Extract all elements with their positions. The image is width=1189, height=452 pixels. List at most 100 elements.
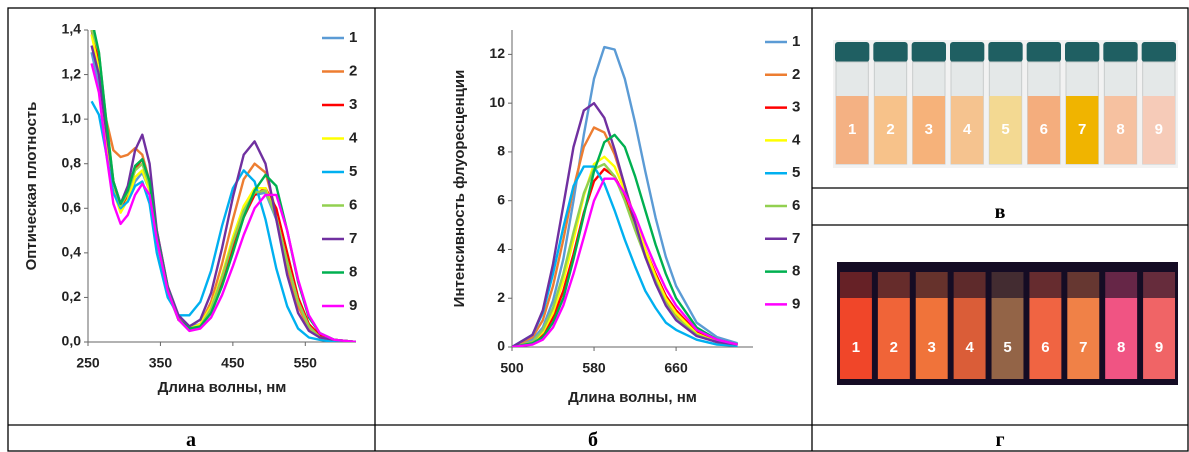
series-line — [512, 126, 738, 347]
series-line — [512, 133, 738, 347]
legend-label: 7 — [349, 230, 357, 247]
vial-number: 5 — [1001, 121, 1009, 138]
y-tick-label: 10 — [489, 94, 505, 110]
y-tick-label: 0,6 — [62, 199, 82, 215]
vial-liquid — [1143, 298, 1175, 379]
vial-number: 1 — [852, 339, 860, 356]
photo: 1 2 3 4 5 6 7 8 9 — [837, 262, 1178, 385]
panel-label: а — [186, 429, 196, 451]
panel-label: г — [995, 429, 1004, 451]
legend-label: 5 — [349, 163, 357, 180]
legend-label: 2 — [349, 62, 357, 79]
vial-number: 9 — [1155, 121, 1163, 138]
x-tick-label: 660 — [664, 360, 688, 376]
vial-liquid — [1104, 96, 1137, 164]
y-tick-label: 8 — [497, 143, 505, 159]
series-line — [512, 177, 738, 347]
vial-liquid — [836, 96, 869, 164]
legend-label: 7 — [792, 230, 800, 247]
y-tick-label: 1,2 — [62, 65, 82, 81]
legend-label: 3 — [792, 99, 800, 116]
plot-lines — [512, 45, 738, 347]
series-line — [512, 102, 738, 347]
vial-liquid — [1029, 298, 1062, 379]
vial-cap — [911, 42, 946, 62]
vial-liquid — [912, 96, 945, 164]
vial-number: 1 — [848, 121, 856, 138]
plot-lines — [90, 30, 356, 342]
legend-label: 6 — [792, 197, 800, 214]
x-axis-title: Длина волны, нм — [158, 379, 287, 396]
x-tick-label: 550 — [294, 355, 318, 371]
y-axis-title: Оптическая плотность — [23, 102, 40, 271]
chart: 0,0 0,2 0,4 0,6 0,8 1,0 1,2 1,4 250 350 450 550 Длин… — [23, 21, 358, 396]
legend-label: 8 — [792, 263, 800, 280]
chart: 0 2 4 6 8 10 12 500 580 660 Длина волны, нм Интенси… — [451, 30, 801, 406]
legend-label: 6 — [349, 196, 357, 213]
legend-label: 4 — [349, 129, 358, 146]
vial-liquid — [877, 298, 910, 379]
vial-cap — [1026, 42, 1061, 62]
vial-cap — [1065, 42, 1100, 62]
vial-cap — [835, 42, 870, 62]
vial-cap — [988, 42, 1023, 62]
vial-number: 7 — [1078, 121, 1086, 138]
legend-label: 1 — [349, 29, 357, 46]
vial-liquid — [874, 96, 907, 164]
y-tick-label: 1,4 — [62, 21, 82, 37]
vial-number: 4 — [965, 339, 974, 356]
vial-number: 2 — [890, 339, 898, 356]
panel-label: в — [995, 201, 1006, 223]
y-tick-label: 2 — [497, 289, 505, 305]
vial-liquid — [951, 96, 984, 164]
y-tick-label: 4 — [497, 240, 505, 256]
series-line — [512, 165, 738, 347]
y-tick-label: 6 — [497, 191, 505, 207]
vial-cap — [950, 42, 985, 62]
vial-liquid — [953, 298, 986, 379]
vial-number: 6 — [1040, 121, 1048, 138]
vial-number: 2 — [886, 121, 894, 138]
x-tick-label: 580 — [582, 360, 606, 376]
series-line — [90, 52, 356, 342]
panel-label: б — [588, 429, 598, 451]
legend-label: 9 — [792, 295, 800, 312]
y-tick-label: 0 — [497, 338, 505, 354]
vial-liquid — [1105, 298, 1138, 379]
photo: 1 2 3 4 5 6 7 8 9 — [833, 40, 1178, 168]
legend-label: 4 — [792, 131, 801, 148]
legend-label: 3 — [349, 96, 357, 113]
y-tick-label: 0,2 — [62, 288, 82, 304]
y-tick-label: 1,0 — [62, 110, 82, 126]
x-tick-label: 250 — [76, 355, 100, 371]
vial-number: 9 — [1155, 339, 1163, 356]
vial-number: 3 — [928, 339, 936, 356]
table-frame — [7, 7, 1189, 452]
vial-cap — [1103, 42, 1138, 62]
x-axis-title: Длина волны, нм — [568, 389, 697, 406]
vial-number: 7 — [1079, 339, 1087, 356]
vial-number: 8 — [1117, 339, 1125, 356]
legend-label: 1 — [792, 33, 800, 50]
legend-label: 5 — [792, 164, 800, 181]
y-axis-title: Интенсивность флуоресценции — [451, 70, 468, 308]
series-line — [90, 63, 356, 342]
vial-liquid — [989, 96, 1022, 164]
x-tick-label: 350 — [149, 355, 173, 371]
vial-liquid — [1066, 96, 1099, 164]
x-tick-label: 450 — [221, 355, 245, 371]
series-line — [512, 162, 738, 347]
x-tick-label: 500 — [500, 360, 524, 376]
y-tick-label: 0,0 — [62, 333, 82, 349]
series-line — [512, 45, 738, 347]
vial-liquid — [991, 298, 1024, 379]
vial-cap — [873, 42, 908, 62]
vial-number: 3 — [925, 121, 933, 138]
vial-number: 5 — [1003, 339, 1011, 356]
vial-number: 4 — [963, 121, 972, 138]
vial-liquid — [915, 298, 948, 379]
series-line — [90, 34, 356, 342]
y-tick-label: 12 — [489, 45, 505, 61]
vial-liquid — [1027, 96, 1060, 164]
vial-cap — [1141, 42, 1176, 62]
